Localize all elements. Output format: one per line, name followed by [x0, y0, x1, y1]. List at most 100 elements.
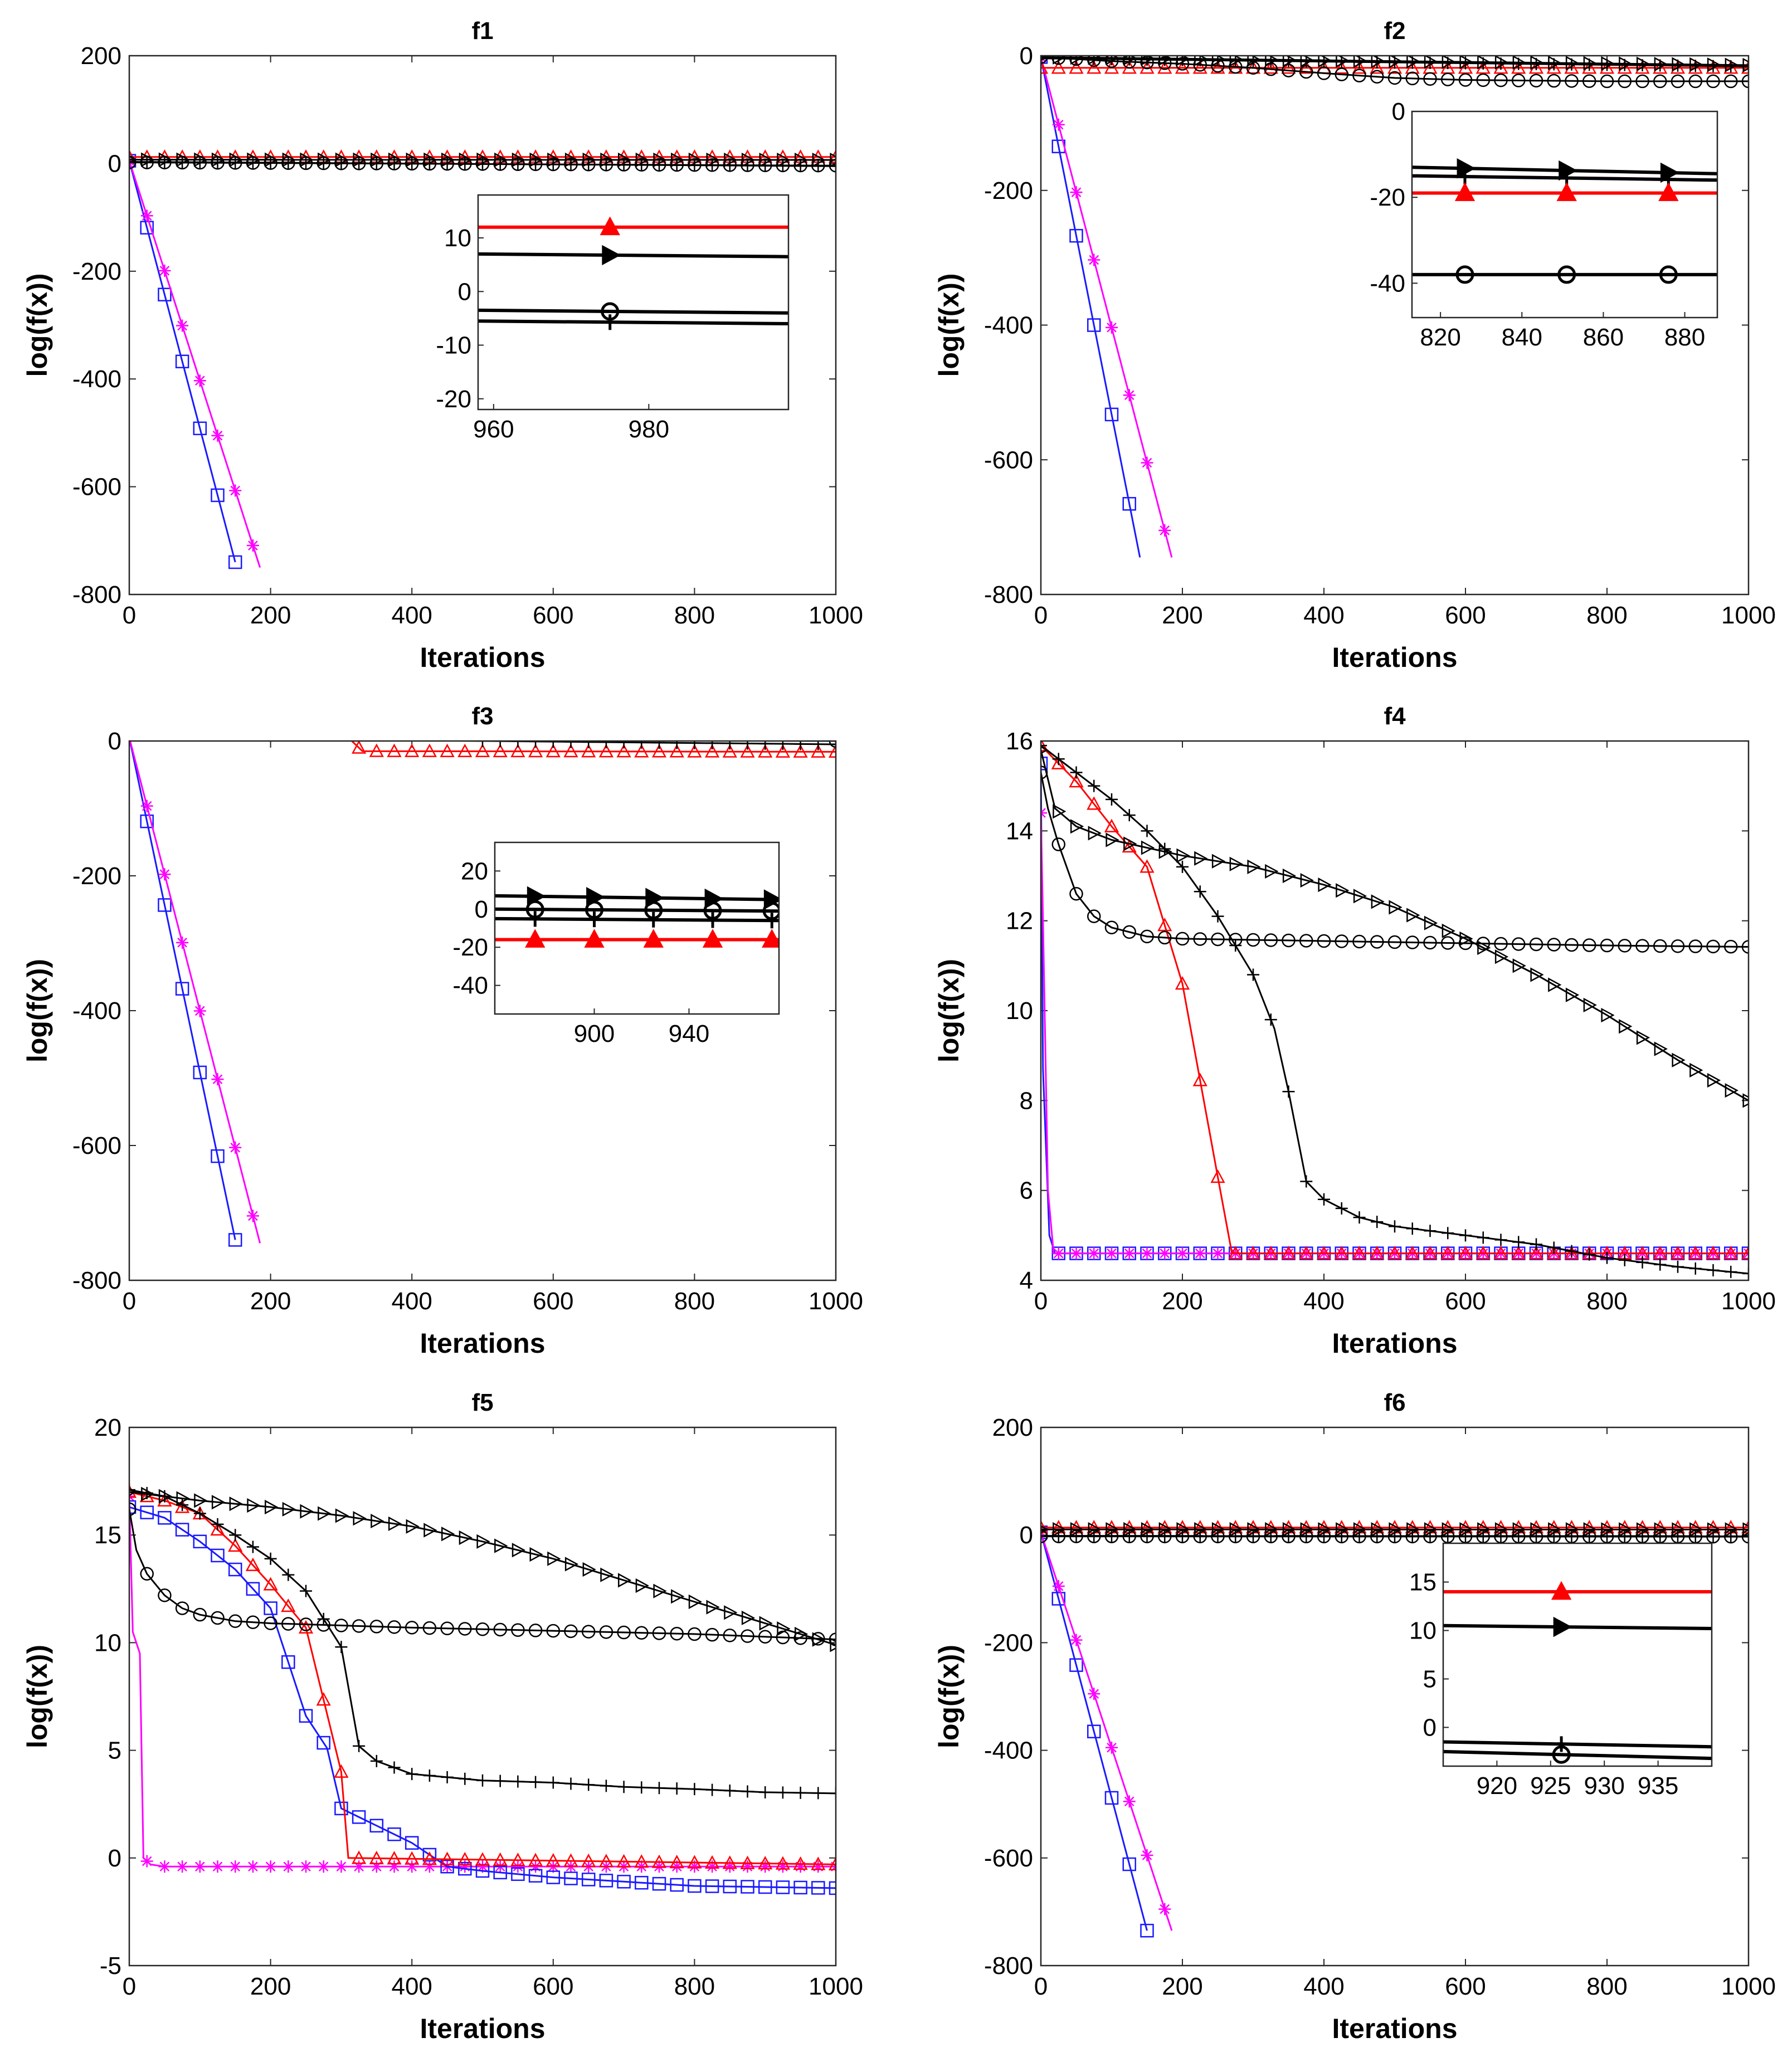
marker-magenta-star [1123, 1795, 1136, 1808]
marker-red-triangle [457, 743, 473, 758]
marker-black-circle [811, 158, 825, 173]
marker-magenta-star [282, 1860, 295, 1873]
marker-black-circle [1600, 938, 1614, 953]
marker-black-right-triangle [724, 1605, 738, 1620]
marker-blue-square [158, 1511, 172, 1525]
marker-red-triangle [1528, 1245, 1544, 1260]
x-tick-label: 1000 [1721, 1973, 1776, 2000]
marker-black-plus [1070, 766, 1083, 779]
marker-red-triangle [811, 1856, 826, 1870]
marker-black-right-triangle [688, 1594, 703, 1610]
marker-black-circle [1246, 61, 1260, 75]
marker-red-triangle [1157, 60, 1172, 74]
marker-black-circle [1051, 56, 1065, 65]
marker-black-plus [582, 1778, 595, 1791]
marker-black-circle [1211, 932, 1225, 947]
marker-red-triangle [1263, 60, 1278, 74]
marker-magenta-star [335, 1860, 348, 1873]
marker-magenta-star [653, 1860, 665, 1873]
marker-black-plus [1211, 910, 1224, 923]
marker-black-circle [1688, 939, 1702, 953]
marker-red-triangle [493, 743, 508, 758]
marker-red-triangle [1741, 1245, 1749, 1260]
marker-magenta-star [317, 1860, 330, 1873]
marker-blue-square [175, 1523, 189, 1537]
inset-marker [705, 912, 720, 928]
marker-red-triangle [1352, 60, 1367, 74]
marker-black-plus [441, 1771, 454, 1783]
marker-black-plus [600, 741, 612, 749]
marker-black-circle [1122, 56, 1136, 69]
marker-black-circle [1051, 1529, 1065, 1543]
marker-red-triangle [510, 743, 525, 758]
marker-black-plus [1707, 1264, 1720, 1276]
inset-series-group [495, 886, 779, 948]
marker-black-plus [830, 1787, 836, 1800]
marker-black-right-triangle [706, 1600, 720, 1615]
y-tick-label: -800 [984, 1952, 1033, 1980]
marker-black-plus [1300, 1175, 1313, 1188]
marker-black-circle [617, 158, 631, 172]
marker-magenta-star [1106, 1741, 1118, 1754]
marker-magenta-star [246, 1860, 259, 1873]
marker-black-circle [705, 1627, 719, 1642]
chart-title: f4 [1384, 703, 1406, 730]
marker-red-triangle [405, 743, 420, 757]
marker-blue-square [158, 898, 172, 912]
inset-frame [477, 194, 790, 411]
marker-black-plus [300, 1585, 312, 1597]
series-line-blue-square [129, 160, 236, 563]
marker-blue-square [546, 1870, 561, 1884]
x-axis-label: Iterations [1332, 1328, 1457, 1359]
marker-black-circle [129, 1502, 137, 1517]
inset-series-line [495, 907, 779, 913]
marker-black-right-triangle [1336, 883, 1350, 898]
marker-black-plus [1406, 1222, 1419, 1235]
marker-black-plus [759, 1786, 772, 1798]
series-group [1041, 56, 1749, 558]
marker-black-right-triangle [1494, 949, 1509, 964]
marker-black-circle [316, 1618, 330, 1632]
marker-magenta-star [229, 1860, 242, 1873]
marker-magenta-star [1158, 1247, 1171, 1260]
marker-black-plus [1442, 57, 1454, 70]
marker-black-plus [1547, 1241, 1560, 1254]
marker-black-circle [1282, 1529, 1296, 1544]
marker-red-triangle [510, 1852, 525, 1866]
marker-black-circle [705, 158, 719, 172]
marker-black-circle [1264, 1529, 1278, 1544]
marker-black-circle [1387, 1529, 1402, 1544]
chart-f1: f10 200 400 600 800 1000-800-600-400-2000200I… [22, 17, 863, 673]
marker-black-plus [564, 1777, 577, 1790]
marker-black-plus [1618, 1254, 1631, 1266]
marker-black-circle [1724, 74, 1738, 89]
inset-marker [1554, 1736, 1570, 1752]
marker-black-right-triangle [1070, 819, 1084, 834]
y-tick-label: -600 [984, 446, 1033, 474]
marker-black-plus [1583, 58, 1596, 71]
y-tick-label: -200 [984, 177, 1033, 204]
marker-red-triangle [1175, 976, 1190, 990]
inset-marker [1556, 182, 1577, 201]
marker-red-triangle [457, 1851, 473, 1866]
inset-y-tick-label: -40 [1370, 270, 1405, 297]
marker-black-circle [1671, 939, 1685, 953]
inset-marker [1659, 265, 1678, 284]
y-tick-label: 0 [108, 728, 121, 755]
inset-x-tick-label: 860 [1583, 324, 1624, 351]
y-tick-label: 20 [94, 1414, 121, 1441]
marker-black-circle [776, 158, 790, 173]
marker-red-triangle [1051, 755, 1066, 769]
marker-blue-square [723, 1879, 737, 1894]
marker-magenta-star [158, 1860, 171, 1873]
chart-f4: f4 0 200 400 600 800 1000 4 6 8 10 12 14 16 Iterations… [933, 703, 1776, 1359]
marker-magenta-star [759, 1860, 772, 1873]
inset-background [1412, 111, 1717, 318]
marker-red-triangle [634, 744, 649, 758]
marker-black-circle [493, 1622, 507, 1637]
marker-black-circle [1405, 71, 1419, 86]
marker-black-right-triangle [229, 1496, 243, 1512]
marker-black-circle [564, 157, 578, 172]
plot-frame [128, 740, 837, 1281]
marker-red-triangle [740, 1855, 755, 1869]
